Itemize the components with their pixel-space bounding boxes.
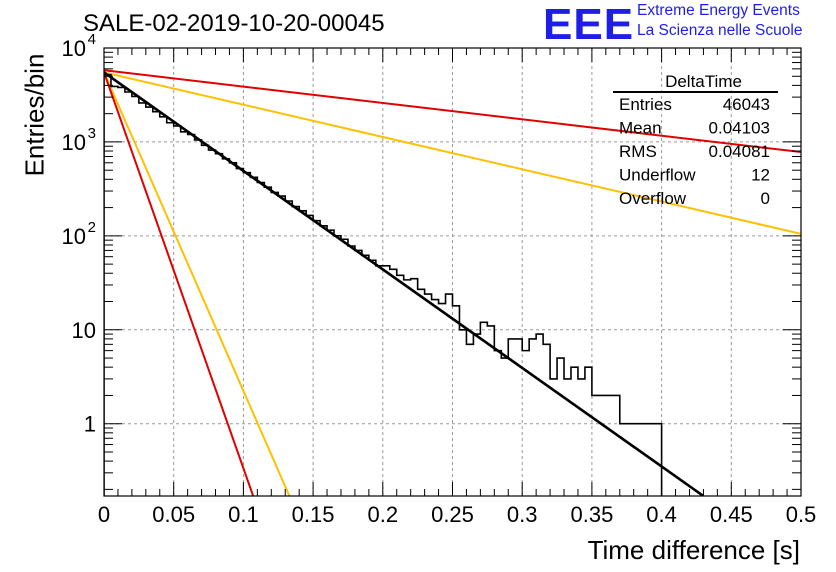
- y-tick-label: 1: [84, 412, 96, 437]
- axes: 0 0.05 0.1 0.15 0.2 0.25 0.3 0.35 0.4 0.45 0.5 1 10 1…: [62, 31, 817, 527]
- x-tick-label: 0.1: [228, 502, 259, 527]
- reference-line-4: [104, 72, 255, 496]
- y-tick-exponent: 4: [88, 31, 96, 48]
- stats-value: 12: [751, 166, 770, 185]
- x-tick-label: 0.15: [292, 502, 335, 527]
- reference-line-3: [104, 71, 291, 496]
- x-tick-label: 0.2: [368, 502, 399, 527]
- stats-label: RMS: [619, 142, 657, 161]
- reference-line-1: [104, 69, 801, 154]
- x-tick-label: 0.4: [646, 502, 677, 527]
- reference-line-2: [104, 71, 801, 235]
- stats-label: Underflow: [619, 166, 696, 185]
- x-tick-label: 0.05: [152, 502, 195, 527]
- stats-label: Overflow: [619, 189, 687, 208]
- stats-value: 0.04103: [709, 119, 770, 138]
- stats-title: DeltaTime: [665, 72, 742, 91]
- y-tick-label: 10: [62, 130, 86, 155]
- x-tick-label: 0.35: [570, 502, 613, 527]
- stats-value: 46043: [723, 95, 770, 114]
- y-tick-label: 10: [72, 318, 96, 343]
- x-axis-label: Time difference [s]: [587, 535, 800, 565]
- x-tick-label: 0: [98, 502, 110, 527]
- stats-value: 0.04081: [709, 142, 770, 161]
- stats-label: Mean: [619, 119, 662, 138]
- y-tick-label: 10: [62, 224, 86, 249]
- y-tick-exponent: 2: [88, 219, 96, 236]
- x-tick-label: 0.25: [431, 502, 474, 527]
- curves: [104, 69, 801, 496]
- logo-line-1: Extreme Energy Events: [637, 2, 800, 19]
- y-tick-exponent: 3: [88, 125, 96, 142]
- logo-line-2: La Scienza nelle Scuole: [637, 22, 803, 39]
- eee-logo: EEE: [543, 0, 635, 49]
- fit-line: [104, 71, 705, 496]
- grid: [104, 48, 801, 496]
- histogram-deltatime: [104, 73, 663, 496]
- x-tick-label: 0.45: [710, 502, 753, 527]
- x-tick-label: 0.5: [786, 502, 817, 527]
- stats-value: 0: [761, 189, 770, 208]
- x-tick-label: 0.3: [507, 502, 538, 527]
- stats-label: Entries: [619, 95, 672, 114]
- stats-box: DeltaTime Entries 46043 Mean 0.04103 RMS 0.040…: [613, 72, 778, 208]
- chart-title: SALE-02-2019-10-20-00045: [83, 10, 385, 37]
- y-tick-label: 10: [62, 36, 86, 61]
